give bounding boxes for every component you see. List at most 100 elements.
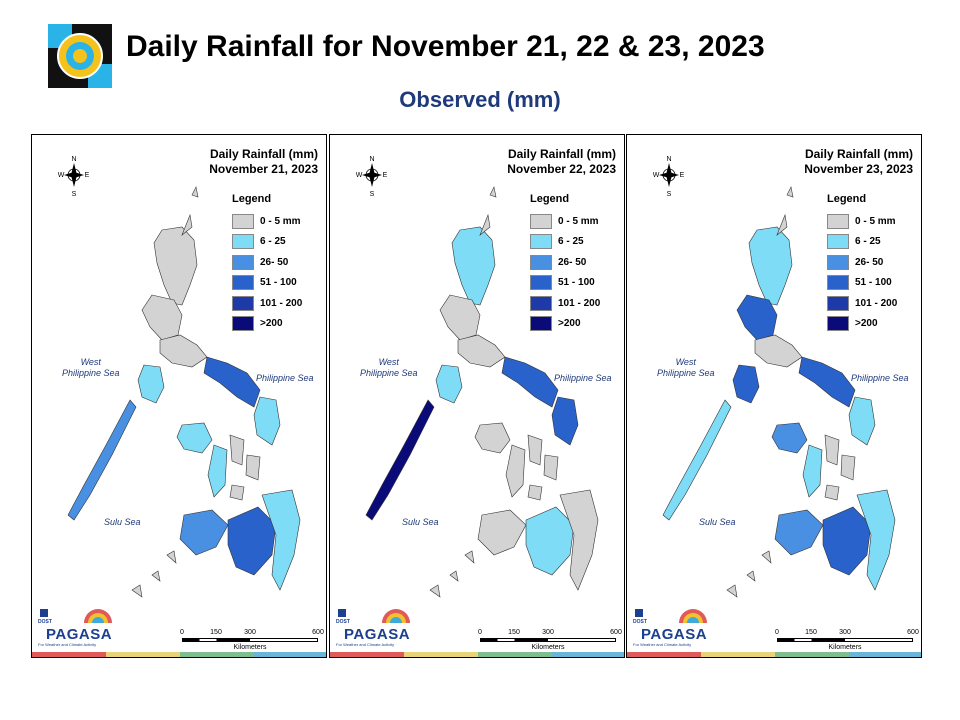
legend-label: >200 (855, 318, 878, 330)
panel-title: Daily Rainfall (mm) November 21, 2023 (209, 147, 318, 177)
sea-label-sulu: Sulu Sea (402, 517, 439, 527)
legend-swatch (827, 316, 849, 332)
scale-tick-label: 150 (508, 629, 520, 636)
region-samar (253, 396, 281, 446)
legend-item: 51 - 100 (232, 273, 302, 294)
stripe-segment (775, 652, 849, 657)
legend-label: 51 - 100 (260, 277, 297, 289)
region-luzon-north (153, 226, 198, 306)
legend-label: >200 (558, 318, 581, 330)
stripe-segment (478, 652, 552, 657)
legend-item: 51 - 100 (827, 273, 897, 294)
legend-label: 6 - 25 (260, 236, 286, 248)
region-zamboanga (179, 509, 229, 556)
scale-tick-label: 300 (244, 629, 256, 636)
scale-graphic (182, 638, 318, 642)
panel-date: November 21, 2023 (209, 162, 318, 176)
sea-label-west: West Philippine Sea (360, 357, 418, 378)
stripe-segment (180, 652, 254, 657)
region-luzon-south (457, 334, 506, 368)
svg-text:E: E (85, 172, 90, 179)
legend-label: 26- 50 (260, 256, 289, 268)
scale-unit: Kilometers (233, 644, 267, 651)
scale-tick-label: 300 (542, 629, 554, 636)
region-bicol (798, 356, 856, 408)
region-zamboanga (477, 509, 527, 556)
minor-island (527, 434, 543, 466)
legend-label: 6 - 25 (558, 236, 584, 248)
pagasa-tagline: For Weather and Climate Activity (336, 642, 395, 647)
region-samar (848, 396, 876, 446)
minor-island (840, 454, 856, 481)
stripe-segment (254, 652, 326, 657)
panel-date: November 23, 2023 (804, 162, 913, 176)
svg-text:E: E (383, 172, 388, 179)
legend-label: 0 - 5 mm (260, 215, 301, 227)
legend-swatch (530, 275, 552, 291)
svg-text:S: S (72, 191, 77, 197)
sea-label-east: Philippine Sea (851, 373, 909, 383)
legend-item: 6 - 25 (827, 232, 897, 253)
sea-label-west: West Philippine Sea (657, 357, 715, 378)
minor-island (191, 186, 199, 198)
legend-label: 6 - 25 (855, 236, 881, 248)
legend-heading: Legend (827, 193, 867, 205)
legend-swatch (827, 295, 849, 311)
legend-swatch (530, 234, 552, 250)
legend-label: 51 - 100 (855, 277, 892, 289)
svg-text:S: S (667, 191, 672, 197)
scale-unit: Kilometers (828, 644, 862, 651)
svg-text:S: S (370, 191, 375, 197)
legend: Legend 0 - 5 mm 6 - 25 26- 50 51 - 100 101 - … (827, 193, 897, 334)
svg-text:W: W (356, 172, 363, 179)
region-panay (176, 422, 213, 454)
svg-text:N: N (71, 156, 76, 163)
region-mindoro (435, 364, 463, 404)
stripe-segment (32, 652, 106, 657)
scale-unit: Kilometers (531, 644, 565, 651)
dost-label: DOST (38, 619, 52, 625)
panel-heading: Daily Rainfall (mm) (804, 147, 913, 161)
minor-island (479, 213, 491, 236)
map-panel-nov-22: N S E W Daily Rainfall (mm) November 22, 2023… (329, 134, 625, 658)
stripe-segment (106, 652, 180, 657)
sea-label-east: Philippine Sea (554, 373, 612, 383)
scale-tick-label: 0 (478, 629, 482, 636)
legend-label: 101 - 200 (260, 297, 303, 309)
region-panay (771, 422, 808, 454)
region-palawan (365, 399, 435, 521)
north-arrow-icon: N S E W (356, 153, 388, 198)
legend-item: 6 - 25 (530, 232, 600, 253)
legend-swatch (232, 295, 254, 311)
minor-island (726, 584, 738, 598)
legend-swatch (827, 213, 849, 229)
region-mindanao-east (261, 489, 301, 591)
legend-swatch (232, 316, 254, 332)
svg-text:W: W (58, 172, 65, 179)
legend-heading: Legend (530, 193, 570, 205)
legend: Legend 0 - 5 mm 6 - 25 26- 50 51 - 100 101 - … (530, 193, 600, 334)
legend-label: 26- 50 (558, 256, 587, 268)
pagasa-logo: DOST PAGASA For Weather and Climate Activi… (631, 605, 711, 647)
sea-label-sulu: Sulu Sea (104, 517, 141, 527)
minor-island (429, 584, 441, 598)
scale-bar: 0 150 300 600 Kilometers (775, 629, 919, 651)
stripe-segment (627, 652, 701, 657)
legend-swatch (232, 275, 254, 291)
legend-item: >200 (530, 314, 600, 335)
legend-swatch (530, 254, 552, 270)
legend-swatch (827, 275, 849, 291)
minor-island (746, 570, 756, 582)
svg-text:N: N (369, 156, 374, 163)
pagasa-tagline: For Weather and Climate Activity (633, 642, 692, 647)
archipelago-map (67, 186, 301, 598)
region-bicol (501, 356, 559, 408)
legend-item: 0 - 5 mm (827, 211, 897, 232)
minor-island (527, 484, 543, 501)
legend-swatch (232, 234, 254, 250)
sea-label-east: Philippine Sea (256, 373, 314, 383)
region-zamboanga (774, 509, 824, 556)
pagasa-logo: DOST PAGASA For Weather and Climate Activi… (334, 605, 414, 647)
legend-swatch (530, 295, 552, 311)
minor-island (181, 213, 193, 236)
